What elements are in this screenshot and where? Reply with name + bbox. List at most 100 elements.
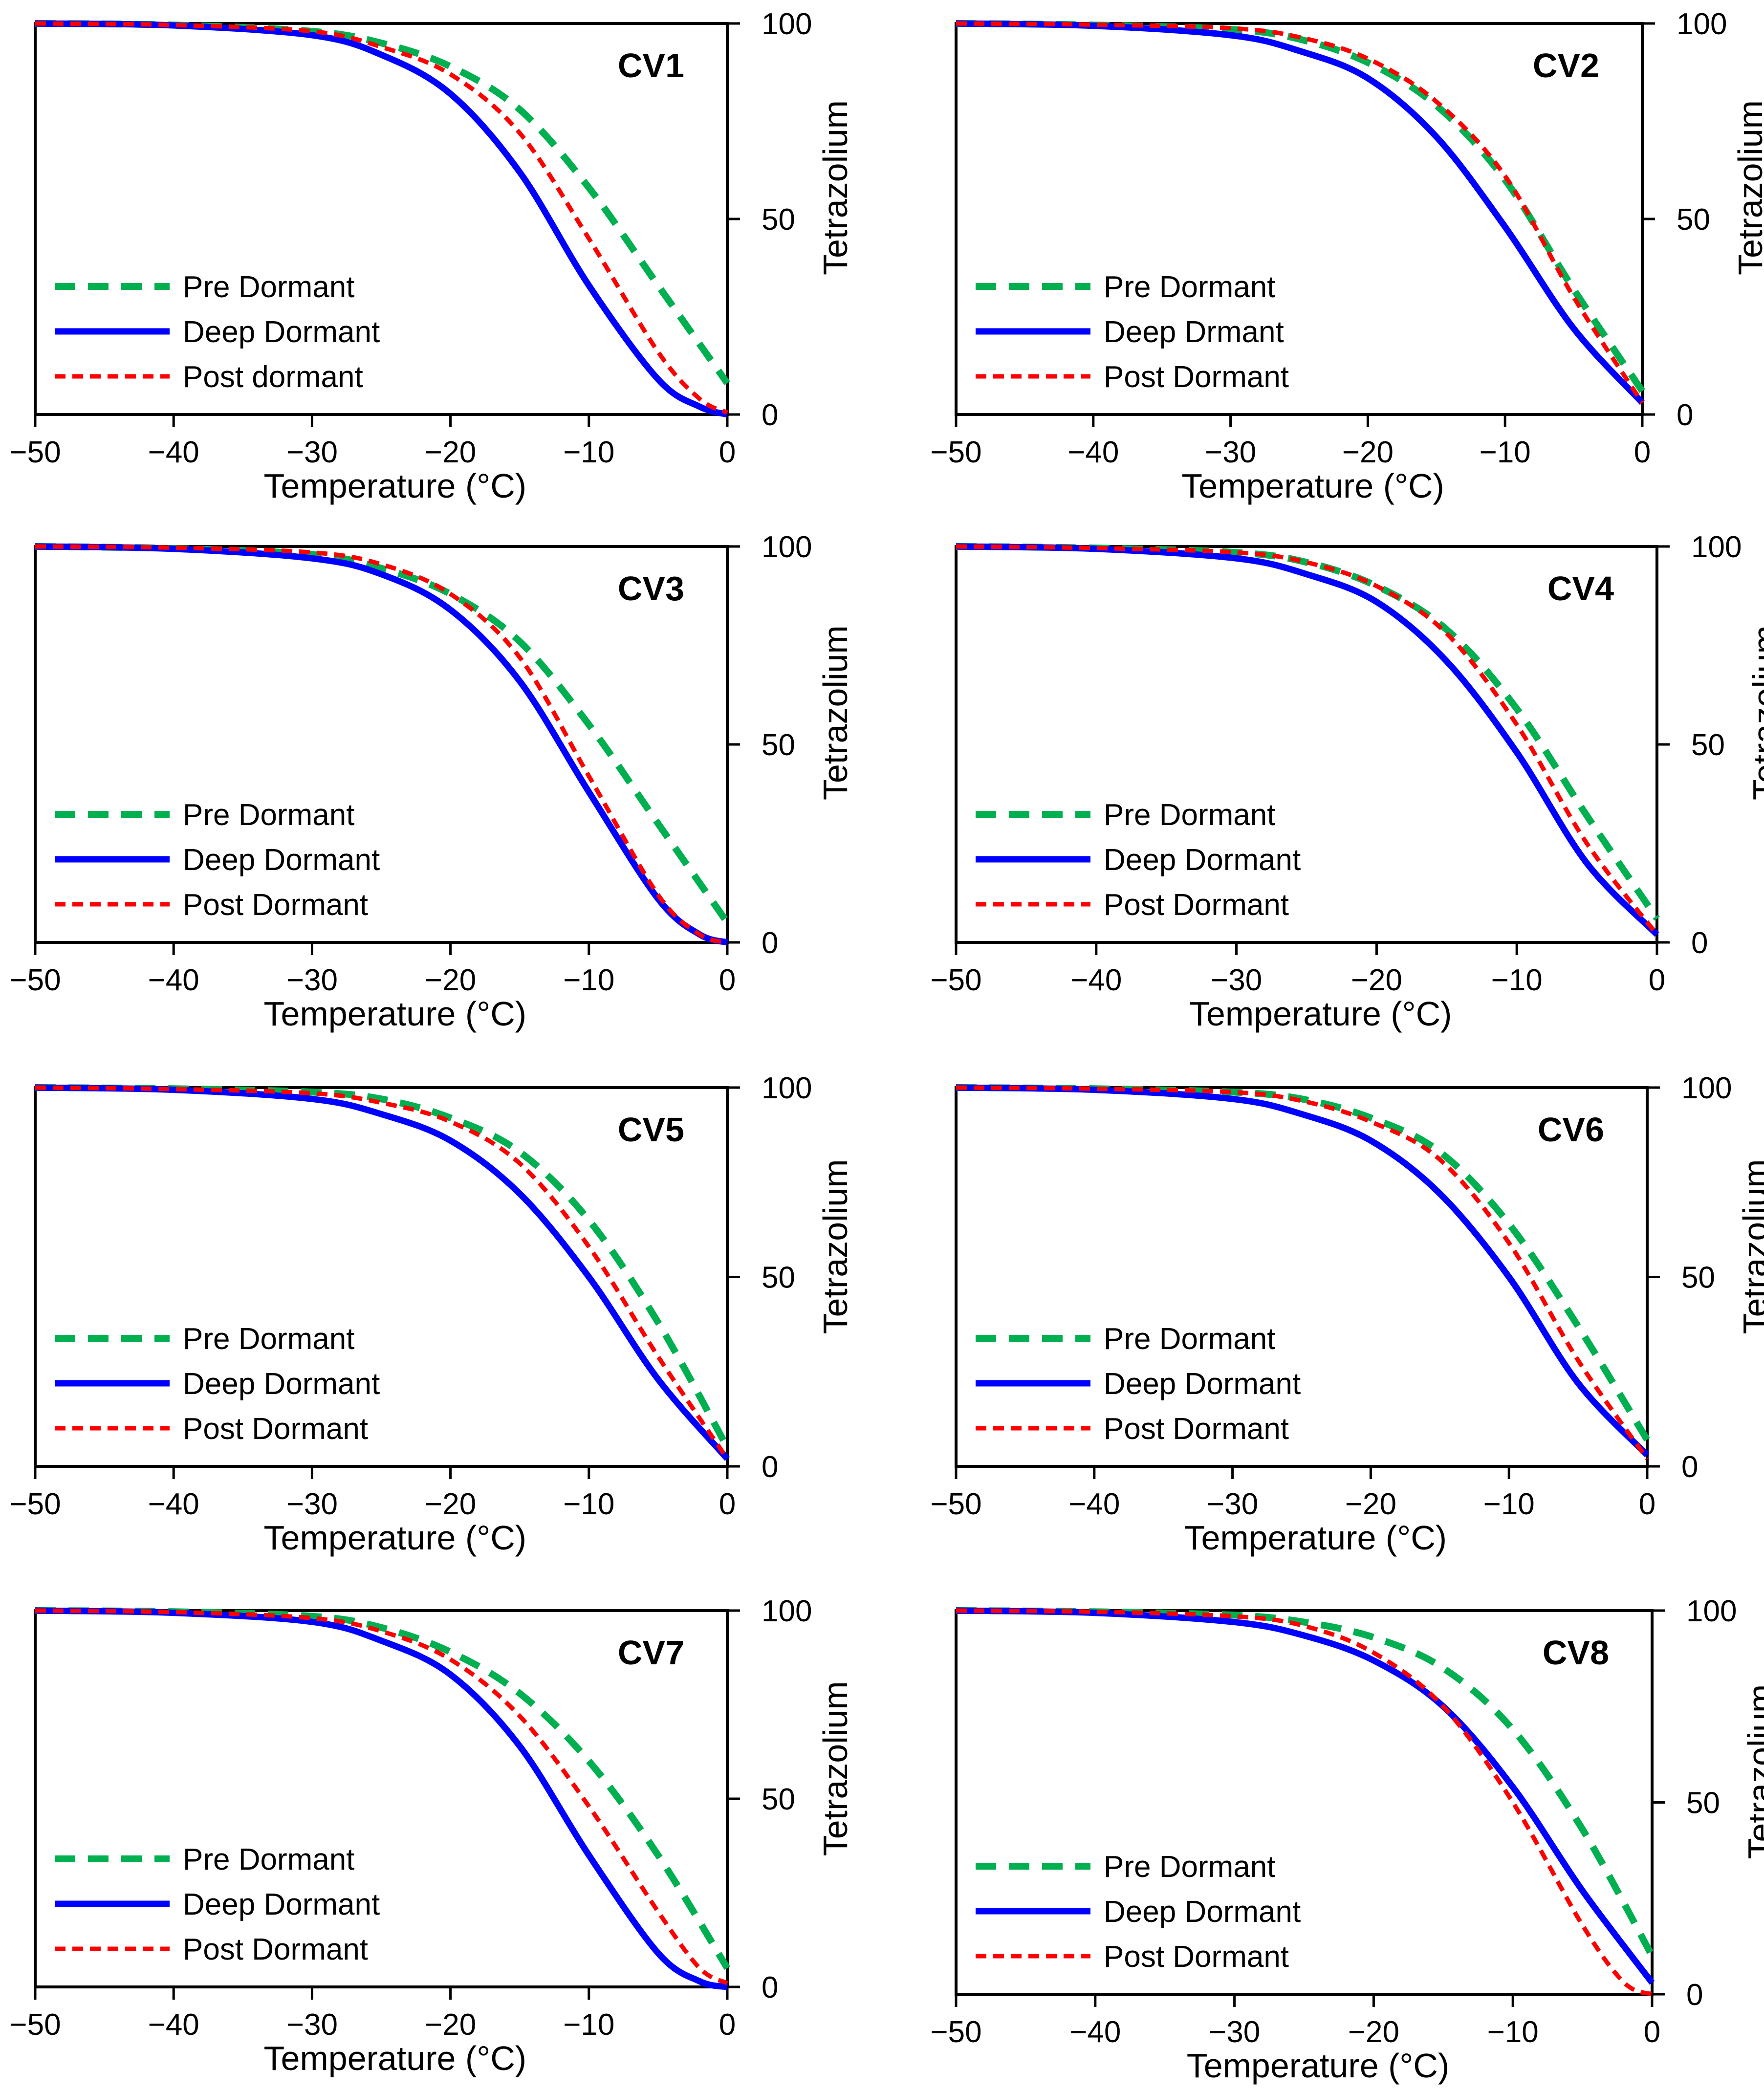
x-tick-label: −10	[1480, 436, 1531, 469]
series-line-pre	[956, 543, 1660, 921]
legend-label-post: Post Dormant	[1104, 1412, 1289, 1446]
legend-label-post: Post Dormant	[183, 1933, 368, 1966]
x-tick-label: −20	[425, 436, 476, 469]
legend-label-deep: Deep Drmant	[1104, 315, 1284, 349]
y-tick-label: 0	[1681, 1450, 1698, 1484]
x-tick-label: −50	[930, 1487, 981, 1521]
y-tick-label: 50	[762, 728, 795, 762]
y-tick-label: 100	[762, 1594, 812, 1628]
x-tick-label: −30	[1211, 963, 1262, 997]
x-axis-title: Temperature (°C)	[1189, 995, 1452, 1033]
x-tick-label: −50	[9, 1487, 61, 1521]
panel-title: CV6	[1538, 1111, 1604, 1149]
x-axis-title: Temperature (°C)	[1184, 1519, 1447, 1557]
chart-panel-5: −50 −40 −30 −20 −10 0 100 50 0 CV5 Temperature (°C…	[9, 1071, 854, 1557]
panel-title: CV5	[618, 1111, 684, 1149]
x-tick-label: 0	[1634, 436, 1651, 469]
legend-label-post: Post Dormant	[183, 1412, 368, 1446]
y-tick-label: 50	[762, 1261, 795, 1295]
x-tick-label: −20	[1348, 2015, 1399, 2049]
legend-label-deep: Deep Dormant	[183, 1888, 380, 1921]
x-tick-label: −10	[563, 1487, 614, 1521]
x-tick-label: 0	[719, 436, 736, 469]
series-line-post	[35, 1608, 729, 1985]
chart-panel-4: −50 −40 −30 −20 −10 0 100 50 0 CV4 Temperature (°C…	[930, 530, 1764, 1033]
legend-label-deep: Deep Dormant	[183, 315, 380, 349]
legend-label-pre: Pre Dormant	[1104, 1850, 1275, 1884]
x-axis-title: Temperature (°C)	[264, 995, 527, 1033]
series-line-post	[956, 1085, 1649, 1461]
x-axis-title: Temperature (°C)	[264, 2039, 527, 2077]
x-tick-label: 0	[1639, 1487, 1655, 1521]
x-tick-label: −10	[563, 2008, 614, 2042]
legend-label-pre: Pre Dormant	[183, 798, 354, 832]
x-tick-label: −10	[1491, 963, 1543, 997]
panel-title: CV4	[1547, 569, 1614, 608]
y-axis-title: Tetrazolium	[1746, 625, 1764, 800]
legend-label-pre: Pre Dormant	[183, 1843, 354, 1876]
x-tick-label: −30	[286, 1487, 338, 1521]
x-tick-label: −10	[1483, 1487, 1535, 1521]
y-axis-title: Tetrazolium	[816, 100, 854, 275]
legend-label-pre: Pre Dormant	[183, 1322, 354, 1356]
y-tick-label: 50	[1677, 203, 1710, 237]
x-tick-label: −30	[1205, 436, 1256, 469]
legend-label-pre: Pre Dormant	[1104, 1322, 1275, 1356]
x-tick-label: −30	[1209, 2015, 1260, 2049]
x-axis-title: Temperature (°C)	[264, 1519, 527, 1557]
x-tick-label: −40	[1069, 2015, 1121, 2049]
x-tick-label: −10	[1487, 2015, 1539, 2049]
x-tick-label: 0	[719, 2008, 736, 2042]
y-tick-label: 0	[762, 926, 778, 960]
series-line-pre	[35, 1084, 731, 1449]
chart-panel-2: −50 −40 −30 −20 −10 0 100 50 0 CV2 Temperature (°C…	[930, 7, 1764, 505]
y-axis-title: Tetrazolium	[816, 625, 854, 800]
chart-panel-7: −50 −40 −30 −20 −10 0 100 50 0 CV7 Temperature (°C…	[9, 1594, 854, 2077]
y-tick-label: 50	[1686, 1787, 1720, 1820]
legend-label-deep: Deep Dormant	[1104, 1367, 1301, 1401]
series-line-deep	[35, 1607, 728, 1990]
y-tick-label: 100	[1677, 7, 1727, 41]
y-tick-label: 50	[762, 1783, 795, 1816]
series-line-post	[956, 544, 1659, 936]
x-axis-title: Temperature (°C)	[264, 467, 527, 505]
panel-title: CV8	[1543, 1634, 1609, 1672]
chart-panel-1: −50 −40 −30 −20 −10 0 100 50 0 CV1 Temperature (°C…	[9, 7, 854, 505]
y-tick-label: 50	[762, 203, 795, 237]
chart-panel-6: −50 −40 −30 −20 −10 0 100 50 0 CV6 Temperature (°C…	[930, 1071, 1764, 1557]
y-tick-label: 0	[762, 398, 778, 432]
y-tick-label: 100	[762, 1071, 812, 1105]
x-tick-label: −40	[148, 1487, 199, 1521]
x-tick-label: 0	[1649, 963, 1665, 997]
panel-title: CV7	[618, 1634, 684, 1672]
x-tick-label: −40	[1067, 436, 1119, 469]
x-tick-label: −40	[148, 963, 199, 997]
legend-label-deep: Deep Dormant	[1104, 1895, 1301, 1929]
x-tick-label: 0	[1644, 2015, 1660, 2049]
legend-label-deep: Deep Dormant	[183, 843, 380, 877]
x-tick-label: −40	[1070, 963, 1122, 997]
series-line-post	[956, 21, 1644, 404]
series-line-post	[35, 544, 728, 945]
x-tick-label: −20	[1351, 963, 1402, 997]
legend-label-pre: Pre Dormant	[1104, 798, 1275, 832]
x-tick-label: −10	[563, 963, 614, 997]
series-line-post	[35, 21, 729, 415]
x-tick-label: −40	[148, 436, 199, 469]
legend-label-post: Post Dormant	[1104, 1940, 1289, 1974]
y-tick-label: 0	[1677, 398, 1693, 432]
y-tick-label: 100	[1686, 1594, 1737, 1628]
x-tick-label: −20	[425, 1487, 476, 1521]
series-line-pre	[956, 1084, 1650, 1442]
y-axis-title: Tetrazolium	[816, 1159, 854, 1334]
x-tick-label: −50	[9, 2008, 61, 2042]
x-tick-label: −40	[148, 2008, 199, 2042]
y-axis-title: Tetrazolium	[1731, 100, 1764, 275]
y-tick-label: 100	[1691, 530, 1742, 564]
legend-label-post: Post Dormant	[183, 888, 368, 922]
y-axis-title: Tetrazolium	[1741, 1684, 1764, 1859]
x-tick-label: −20	[1342, 436, 1394, 469]
x-tick-label: −50	[9, 963, 61, 997]
x-tick-label: −50	[9, 436, 61, 469]
